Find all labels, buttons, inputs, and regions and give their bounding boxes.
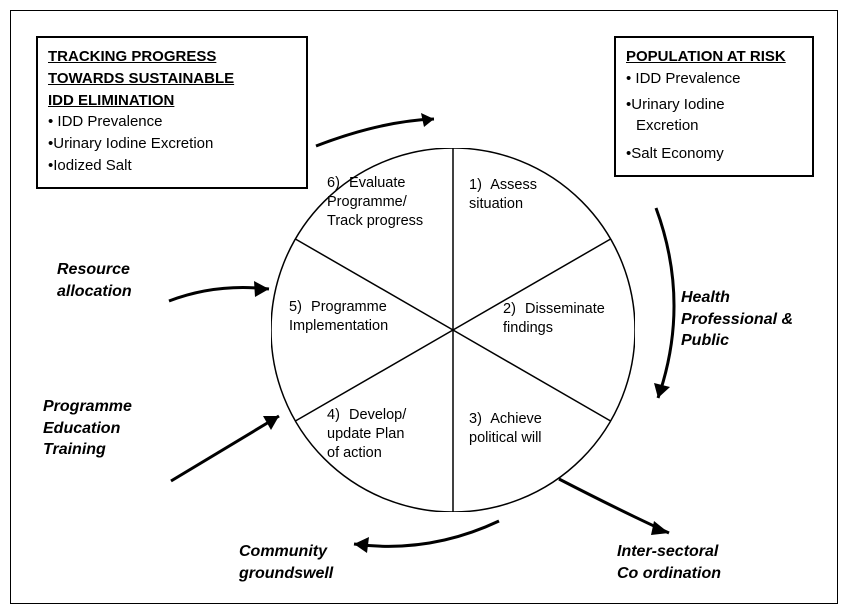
tracking-item-1-text: IDD Prevalence [57,113,162,130]
outer-frame: TRACKING PROGRESS TOWARDS SUSTAINABLE ID… [10,10,838,604]
outer-resource-allocation: Resource allocation [57,259,132,302]
tracking-title-1: TRACKING PROGRESS [48,48,216,65]
population-item-2: •Urinary Iodine [626,94,802,116]
label-resource: Resource [57,261,130,278]
slice-5-label: 5) ProgrammeImplementation [289,298,449,336]
population-item-1-text: IDD Prevalence [635,70,740,87]
label-professional: Professional & [681,311,793,328]
slice-2-num: 2) [503,300,521,319]
arrow-bottom-center [349,509,509,559]
label-allocation: allocation [57,283,132,300]
slice-4-num: 4) [327,406,345,425]
tracking-title-3: IDD ELIMINATION [48,92,174,109]
slice-5-num: 5) [289,298,307,317]
tracking-item-3: •Iodized Salt [48,155,296,177]
slice-6-num: 6) [327,174,345,193]
arrow-mid-left [161,271,276,321]
tracking-progress-box: TRACKING PROGRESS TOWARDS SUSTAINABLE ID… [36,36,308,189]
outer-community: Community groundswell [239,541,333,584]
slice-4-label: 4) Develop/update Planof action [327,406,457,463]
label-health: Health [681,289,730,306]
label-groundswell: groundswell [239,565,333,582]
population-title: POPULATION AT RISK [626,48,786,65]
tracking-item-3-text: Iodized Salt [53,157,131,174]
population-item-3: •Salt Economy [626,143,802,165]
label-coordination: Co ordination [617,565,721,582]
label-intersectoral: Inter-sectoral [617,543,718,560]
outer-programme-education: Programme Education Training [43,396,132,461]
slice-3-label: 3) Achievepolitical will [469,410,619,448]
slice-2-label: 2) Disseminatefindings [503,300,653,338]
outer-intersectoral: Inter-sectoral Co ordination [617,541,721,584]
label-public: Public [681,332,729,349]
slice-1-num: 1) [469,176,487,195]
outer-health-public: Health Professional & Public [681,287,793,352]
tracking-item-1: • IDD Prevalence [48,111,296,133]
process-cycle-pie: 1) Assesssituation 2) Disseminatefinding… [271,148,635,512]
label-programme: Programme [43,398,132,415]
population-item-3-text: Salt Economy [631,145,724,162]
tracking-item-2-text: Urinary Iodine Excretion [53,135,213,152]
tracking-item-2: •Urinary Iodine Excretion [48,133,296,155]
population-item-1: • IDD Prevalence [626,68,802,90]
tracking-title-2: TOWARDS SUSTAINABLE [48,70,234,87]
population-item-2b: Excretion [626,115,802,137]
population-at-risk-box: POPULATION AT RISK • IDD Prevalence •Uri… [614,36,814,177]
population-item-2-text: Urinary Iodine [631,96,724,113]
label-community: Community [239,543,327,560]
label-training: Training [43,441,106,458]
slice-3-num: 3) [469,410,487,429]
label-education: Education [43,420,120,437]
slice-1-label: 1) Assesssituation [469,176,619,214]
slice-6-label: 6) EvaluateProgramme/Track progress [327,174,457,231]
